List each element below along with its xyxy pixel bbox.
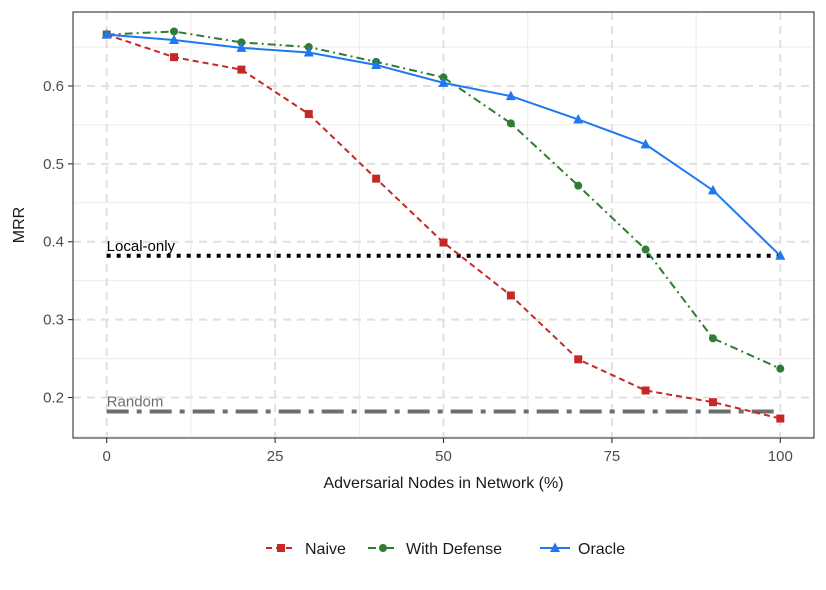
triangle-marker bbox=[707, 184, 718, 195]
circle-marker bbox=[641, 245, 650, 254]
triangle-marker bbox=[169, 34, 180, 45]
square-marker bbox=[574, 355, 583, 364]
triangle-marker bbox=[438, 77, 449, 87]
x-axis-title: Adversarial Nodes in Network (%) bbox=[323, 475, 563, 492]
triangle-marker bbox=[371, 59, 382, 69]
triangle-marker bbox=[505, 90, 516, 101]
circle-marker bbox=[379, 544, 387, 552]
y-tick-label: 0.4 bbox=[43, 234, 64, 251]
circle-marker bbox=[574, 181, 583, 190]
square-marker bbox=[237, 65, 246, 74]
square-marker bbox=[170, 53, 179, 62]
x-tick-label: 75 bbox=[604, 448, 621, 465]
triangle-marker bbox=[550, 542, 560, 552]
y-tick-label: 0.5 bbox=[43, 156, 64, 173]
square-marker bbox=[439, 238, 448, 247]
circle-marker bbox=[776, 364, 785, 373]
series-line bbox=[106, 33, 781, 420]
circle-marker bbox=[708, 334, 717, 343]
x-tick-label: 0 bbox=[103, 448, 111, 465]
triangle-marker bbox=[101, 29, 112, 39]
triangle-marker bbox=[640, 138, 651, 149]
legend-label: Oracle bbox=[578, 541, 625, 558]
legend-label: With Defense bbox=[406, 541, 502, 558]
legend-item-oracle: Oracle bbox=[540, 541, 625, 558]
legend-item-naive: Naive bbox=[266, 541, 346, 558]
triangle-marker bbox=[236, 42, 247, 52]
legend-item-with-defense: With Defense bbox=[368, 541, 502, 558]
reference-lines: Local-only Random bbox=[106, 238, 781, 414]
y-tick-label: 0.3 bbox=[43, 312, 64, 329]
circle-marker bbox=[506, 119, 515, 128]
triangle-marker bbox=[775, 250, 786, 260]
square-marker bbox=[372, 174, 381, 183]
series-line bbox=[106, 30, 781, 370]
square-marker bbox=[277, 544, 285, 552]
legend-label: Naive bbox=[305, 541, 346, 558]
series-lines bbox=[101, 27, 786, 423]
reference-label: Local-only bbox=[107, 238, 176, 255]
reference-label: Random bbox=[107, 394, 164, 411]
circle-marker bbox=[170, 27, 179, 36]
y-axis-title: MRR bbox=[11, 207, 28, 243]
triangle-marker bbox=[303, 46, 314, 57]
y-tick-label: 0.2 bbox=[43, 390, 64, 407]
square-marker bbox=[641, 386, 650, 395]
x-tick-label: 50 bbox=[435, 448, 452, 465]
series-oracle bbox=[101, 29, 786, 260]
square-marker bbox=[304, 110, 313, 119]
square-marker bbox=[506, 291, 515, 300]
axis-ticks: 0 25 50 75 100 0.2 0.3 0.4 0.5 0.6 bbox=[43, 78, 793, 465]
square-marker bbox=[776, 414, 785, 423]
x-tick-label: 100 bbox=[768, 448, 793, 465]
legend: Naive With Defense Oracle bbox=[266, 541, 625, 558]
y-tick-label: 0.6 bbox=[43, 78, 64, 95]
square-marker bbox=[708, 398, 717, 407]
x-tick-label: 25 bbox=[267, 448, 284, 465]
triangle-marker bbox=[573, 113, 584, 124]
